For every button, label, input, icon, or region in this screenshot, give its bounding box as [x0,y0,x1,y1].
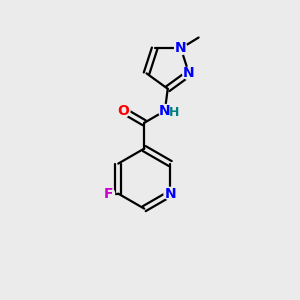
Text: N: N [159,104,171,118]
Circle shape [102,187,115,200]
Circle shape [159,104,171,117]
Circle shape [175,42,187,55]
Text: O: O [118,104,130,118]
Text: N: N [164,187,176,201]
Circle shape [117,104,130,117]
Text: N: N [175,41,187,56]
Text: F: F [103,187,113,201]
Circle shape [164,187,177,200]
Circle shape [183,67,195,80]
Text: N: N [183,66,195,80]
Text: H: H [169,106,179,119]
